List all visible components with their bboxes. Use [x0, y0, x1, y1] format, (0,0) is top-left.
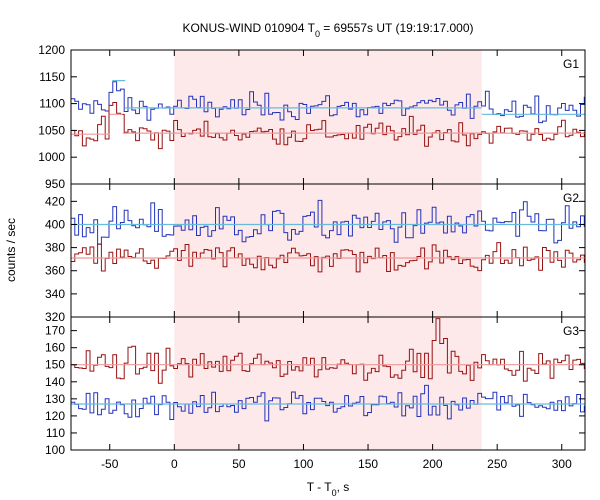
series-g3-0	[71, 318, 585, 384]
x-tick-label: 250	[487, 457, 507, 471]
y-tick-label: 140	[45, 375, 65, 389]
x-axis: -50 0 50 100 150 200 250 300	[101, 457, 572, 471]
panel-g3: 100 110 120 130 140 150 160 170 G3	[45, 316, 586, 457]
y-tick-label: 360	[45, 264, 65, 278]
y-tick-label: 320	[45, 310, 65, 324]
x-axis-label: T - T0, s	[307, 480, 350, 498]
y-tick-label: 950	[45, 177, 65, 191]
y-tick-label: 1000	[38, 150, 65, 164]
series-g2-1	[71, 242, 585, 273]
fit-line-g1-0	[112, 80, 585, 115]
y-tick-label: 120	[45, 409, 65, 423]
panel-frame	[70, 316, 586, 451]
y-tick-label: 100	[45, 443, 65, 457]
y-tick-label: 400	[45, 217, 65, 231]
y-tick-label: 110	[46, 426, 65, 440]
y-tick-label: 1150	[39, 70, 65, 84]
panel-g1: 950 1000 1050 1100 1150 1200 G1	[38, 43, 586, 191]
y-tick-label: 130	[45, 392, 65, 406]
chart-title: KONUS-WIND 010904 T0 = 69557s UT (19:19:…	[182, 21, 473, 39]
x-tick-label: 50	[232, 457, 246, 471]
series-g2-0	[71, 199, 585, 245]
y-tick-label: 170	[45, 324, 65, 338]
y-tick-label: 340	[45, 287, 65, 301]
y-tick-label: 1100	[39, 97, 65, 111]
fit-line-g1-1	[71, 113, 585, 135]
panels-group: 950 1000 1050 1100 1150 1200 G1 320 340 360 380 400…	[38, 43, 586, 457]
y-tick-label: 150	[45, 358, 65, 372]
x-tick-label: 0	[171, 457, 178, 471]
panel-label: G1	[563, 57, 579, 71]
panel-label: G3	[563, 324, 579, 338]
y-tick-label: 420	[45, 194, 65, 208]
shaded-burst-interval	[174, 50, 482, 450]
panel-g2: 320 340 360 380 400 420 G2	[45, 183, 586, 324]
y-tick-label: 160	[45, 341, 65, 355]
x-tick-label: 100	[293, 457, 313, 471]
x-tick-label: 150	[358, 457, 378, 471]
y-tick-label: 1050	[38, 123, 65, 137]
y-axis-label: counts / sec	[4, 218, 18, 282]
x-tick-label: 200	[423, 457, 443, 471]
panel-label: G2	[563, 191, 579, 205]
x-tick-label: -50	[101, 457, 119, 471]
x-tick-label: 300	[552, 457, 572, 471]
y-tick-label: 1200	[38, 43, 65, 57]
y-tick-label: 380	[45, 241, 65, 255]
